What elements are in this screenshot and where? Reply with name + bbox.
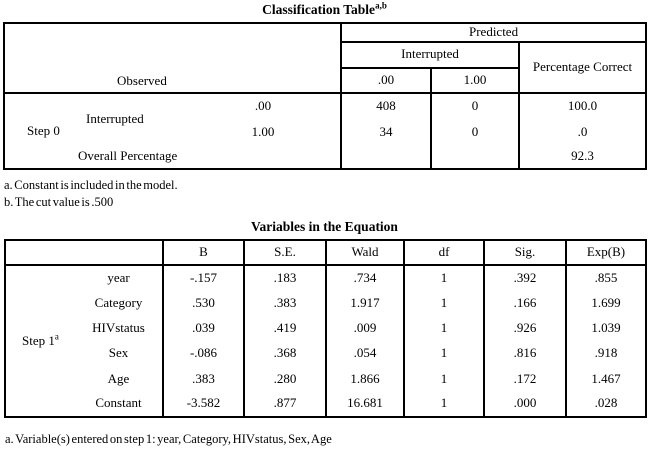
df-value-cell: 1 [403,366,484,392]
pred-00-value-cell: 34 [340,119,432,145]
b-value-cell: -.086 [162,341,244,367]
interrupted-row-group-cell: Interrupted [86,110,144,126]
wald-value-cell: 1.917 [325,290,404,316]
sig-value-cell: .172 [483,366,566,392]
b-value-cell: -.157 [162,265,244,291]
se-value-cell: .280 [243,366,326,392]
table-row: HIVstatus .039 .419 .009 1 .926 1.039 [5,315,646,342]
sig-value-cell: .166 [483,290,566,316]
variable-name-cell: Constant [95,395,142,411]
observed-header-cell: Observed [4,42,342,94]
variable-name-cell: Sex [108,345,129,361]
se-value-cell: .183 [243,265,326,291]
df-value-cell: 1 [403,315,484,342]
variables-table-footnote: a. Variable(s) entered on step 1: year, … [5,431,332,448]
step-1-label-cell: Step 1a [5,265,75,417]
wald-value-cell: 16.681 [325,391,404,417]
step-0-label-cell: Step 0 [27,122,60,138]
interrupted-header-cell: Interrupted [340,42,520,69]
predicted-header-cell: Predicted [340,23,647,44]
sig-value-cell: .816 [483,341,566,367]
pred-100-value-cell: 0 [430,119,520,145]
col-header-df: df [403,240,484,267]
wald-value-cell: .009 [325,315,404,342]
col-header-sig: Sig. [483,240,566,267]
empty-stub-header-cell [5,240,163,267]
overall-percentage-label-cell: Overall Percentage [78,147,178,163]
col-header-wald: Wald [325,240,404,267]
df-value-cell: 1 [403,290,484,316]
table-header-row: B S.E. Wald df Sig. Exp(B) [5,240,646,267]
wald-value-cell: 1.866 [325,366,404,392]
empty-value-cell [430,144,520,169]
se-value-cell: .383 [243,290,326,316]
table-row: Age .383 .280 1.866 1 .172 1.467 [5,366,646,392]
percentage-correct-header-cell: Percentage Correct [518,42,647,94]
expb-value-cell: 1.039 [565,315,646,342]
table-row: Step 1a year -.157 .183 .734 1 .392 .855 [5,265,646,348]
variable-name-cell: Category [94,294,143,310]
b-value-cell: .383 [162,366,244,392]
expb-value-cell: .918 [565,341,646,367]
df-value-cell: 1 [403,391,484,417]
wald-value-cell: .054 [325,341,404,367]
table-row: Constant -3.582 .877 16.681 1 .000 .028 [5,391,646,417]
pct-value-cell: 100.0 [518,92,647,120]
pred-00-value-cell: 408 [340,92,432,120]
wald-value-cell: .734 [325,265,404,291]
step-1-superscript: a [54,331,59,342]
b-value-cell: -3.582 [162,391,244,417]
classification-table: Predicted Observed Interrupted Percentag… [3,22,648,170]
sig-value-cell: .926 [483,315,566,342]
col-100-header-cell: 1.00 [430,67,520,94]
se-value-cell: .877 [243,391,326,417]
pct-value-cell: .0 [518,119,647,145]
empty-value-cell [340,144,432,169]
table-row: Category .530 .383 1.917 1 .166 1.699 [5,290,646,316]
variables-table-title: Variables in the Equation [0,219,649,235]
se-value-cell: .368 [243,341,326,367]
expb-value-cell: .028 [565,391,646,417]
table-row: Step 0 Interrupted .00 408 0 100.0 [4,92,647,137]
sig-value-cell: .000 [483,391,566,417]
pred-100-value-cell: 0 [430,92,520,120]
expb-value-cell: 1.699 [565,290,646,316]
footnote-a: a. Constant is included in the model. [4,178,178,192]
classification-table-footnotes: a. Constant is included in the model. b.… [4,177,178,211]
classification-table-title-text: Classification Table [262,2,376,17]
classification-table-title-superscript: a,b [375,0,387,11]
row-sublabel-cell: .00 [254,98,272,114]
empty-corner-cell [4,23,341,42]
b-value-cell: .039 [162,315,244,342]
variables-table: B S.E. Wald df Sig. Exp(B) Step 1a year … [4,239,647,418]
variable-name-cell: HIVstatus [92,320,145,336]
df-value-cell: 1 [403,341,484,367]
table-row: 1.00 34 0 .0 [4,119,647,145]
col-00-header-cell: .00 [340,67,432,94]
footnote-a: a. Variable(s) entered on step 1: year, … [5,432,332,446]
table-row: Sex -.086 .368 .054 1 .816 .918 [5,341,646,367]
variable-name-cell: Age [107,370,130,386]
col-header-b: B [162,240,244,267]
classification-table-title: Classification Tablea,b [0,0,649,18]
b-value-cell: .530 [162,290,244,316]
table-row: Overall Percentage 92.3 [4,144,647,169]
overall-pct-value-cell: 92.3 [518,144,647,169]
expb-value-cell: .855 [565,265,646,291]
expb-value-cell: 1.467 [565,366,646,392]
sig-value-cell: .392 [483,265,566,291]
row-sublabel-cell: 1.00 [251,123,275,139]
col-header-expb: Exp(B) [565,240,646,267]
col-header-se: S.E. [243,240,326,267]
table-row: .00 1.00 [4,67,646,94]
variable-name-cell: year [107,269,130,285]
table-row: Observed Interrupted Percentage Correct [4,42,647,94]
df-value-cell: 1 [403,265,484,291]
variables-table-title-text: Variables in the Equation [251,219,398,234]
table-row: Predicted [4,23,647,44]
footnote-b: b. The cut value is .500 [4,195,114,209]
step-1-label: Step 1 [22,332,55,348]
se-value-cell: .419 [243,315,326,342]
